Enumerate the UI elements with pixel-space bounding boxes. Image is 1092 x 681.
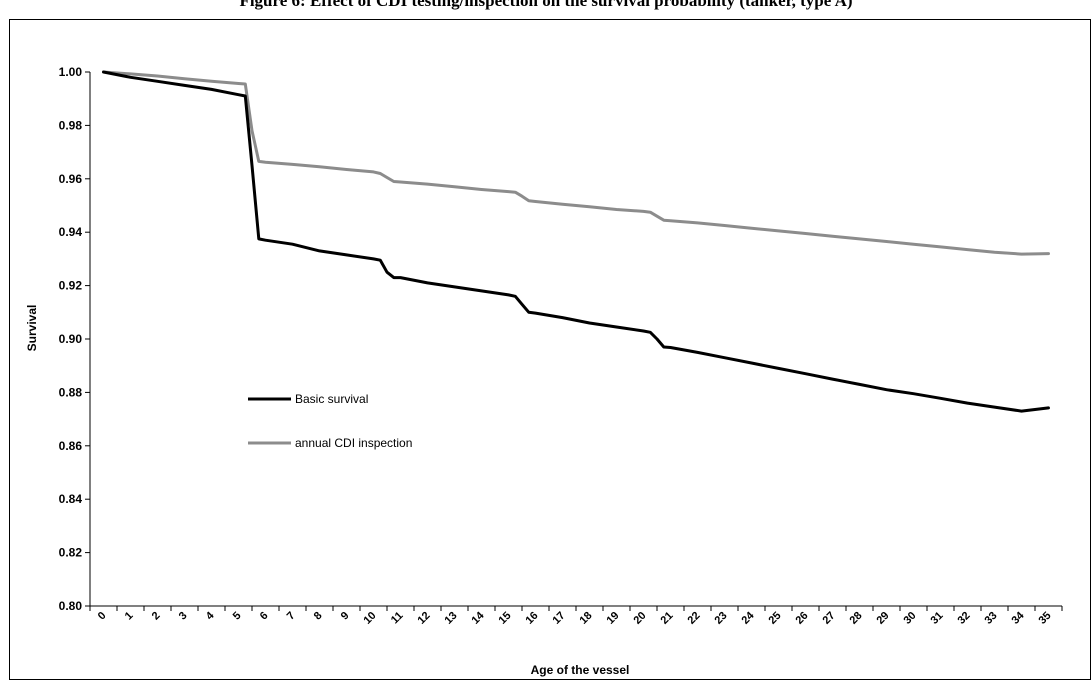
x-tick-label: 19	[604, 610, 621, 627]
chart-frame: 0.80 0.82 0.84 0.86 0.88 0.90 0.92 0.94 0.96 0.98…	[9, 19, 1091, 680]
x-tick-label: 24	[739, 609, 757, 627]
x-tick-label: 29	[874, 610, 891, 627]
x-tick-label: 8	[312, 610, 325, 623]
y-tick-label: 0.94	[59, 225, 83, 239]
x-tick-label: 21	[658, 610, 675, 627]
x-tick-label: 0	[96, 610, 109, 623]
x-tick-label: 6	[258, 610, 271, 623]
x-tick-label: 20	[631, 610, 648, 627]
x-tick-label: 33	[982, 610, 999, 627]
x-tick-labels: 0 1 2 3 4 5 6 7 8 9 10 11 12 13 14 15 16 17 18 19 20 21 22 23 24…	[96, 609, 1054, 627]
y-tick-label: 0.84	[59, 492, 83, 506]
x-tick-label: 7	[285, 610, 298, 623]
axes	[85, 71, 1063, 611]
x-tick-label: 32	[955, 610, 972, 627]
x-tick-label: 10	[361, 610, 378, 627]
x-tick-label: 11	[389, 610, 406, 627]
x-tick-label: 5	[231, 610, 244, 623]
series-line-0	[102, 70, 1050, 413]
y-tick-label: 0.92	[59, 279, 83, 293]
x-tick-label: 9	[339, 610, 352, 623]
x-tick-label: 26	[793, 610, 810, 627]
legend: Basic survival annual CDI inspection	[248, 392, 412, 450]
y-tick-label: 1.00	[59, 65, 83, 79]
y-tick-label: 0.82	[59, 546, 83, 560]
y-axis-title: Survival	[25, 305, 39, 352]
y-tick-label: 0.98	[59, 118, 83, 132]
x-tick-label: 35	[1036, 610, 1053, 627]
x-tick-label: 2	[150, 610, 163, 623]
series-line-1	[102, 70, 1050, 256]
x-tick-label: 4	[204, 609, 217, 622]
series-lines	[102, 70, 1050, 413]
x-tick-label: 31	[928, 610, 945, 627]
y-tick-label: 0.90	[59, 332, 83, 346]
x-tick-label: 3	[177, 610, 190, 623]
x-tick-label: 17	[550, 610, 567, 627]
x-tick-label: 18	[577, 610, 594, 627]
x-tick-label: 27	[820, 610, 837, 627]
line-chart: 0.80 0.82 0.84 0.86 0.88 0.90 0.92 0.94 0.96 0.98…	[25, 65, 1063, 677]
x-tick-label: 13	[442, 610, 459, 627]
x-tick-label: 15	[496, 610, 513, 627]
y-tick-label: 0.88	[59, 385, 83, 399]
legend-label-0: Basic survival	[295, 392, 368, 406]
x-tick-label: 23	[712, 610, 729, 627]
x-tick-label: 34	[1009, 609, 1027, 627]
x-axis-title: Age of the vessel	[531, 663, 630, 677]
figure-caption: Figure 6: Effect of CDI testing/inspecti…	[239, 0, 853, 10]
y-tick-label: 0.80	[59, 599, 83, 613]
x-tick-label: 30	[901, 610, 918, 627]
y-tick-labels: 0.80 0.82 0.84 0.86 0.88 0.90 0.92 0.94 0.96 0.98…	[59, 65, 83, 613]
legend-label-1: annual CDI inspection	[295, 436, 412, 450]
y-tick-label: 0.96	[59, 172, 83, 186]
x-tick-label: 28	[847, 610, 864, 627]
x-tick-label: 25	[766, 610, 783, 627]
y-tick-label: 0.86	[59, 439, 83, 453]
x-tick-label: 16	[523, 610, 540, 627]
x-tick-label: 22	[685, 610, 702, 627]
x-tick-label: 12	[415, 610, 432, 627]
x-tick-label: 1	[123, 610, 136, 623]
x-tick-label: 14	[469, 609, 487, 627]
